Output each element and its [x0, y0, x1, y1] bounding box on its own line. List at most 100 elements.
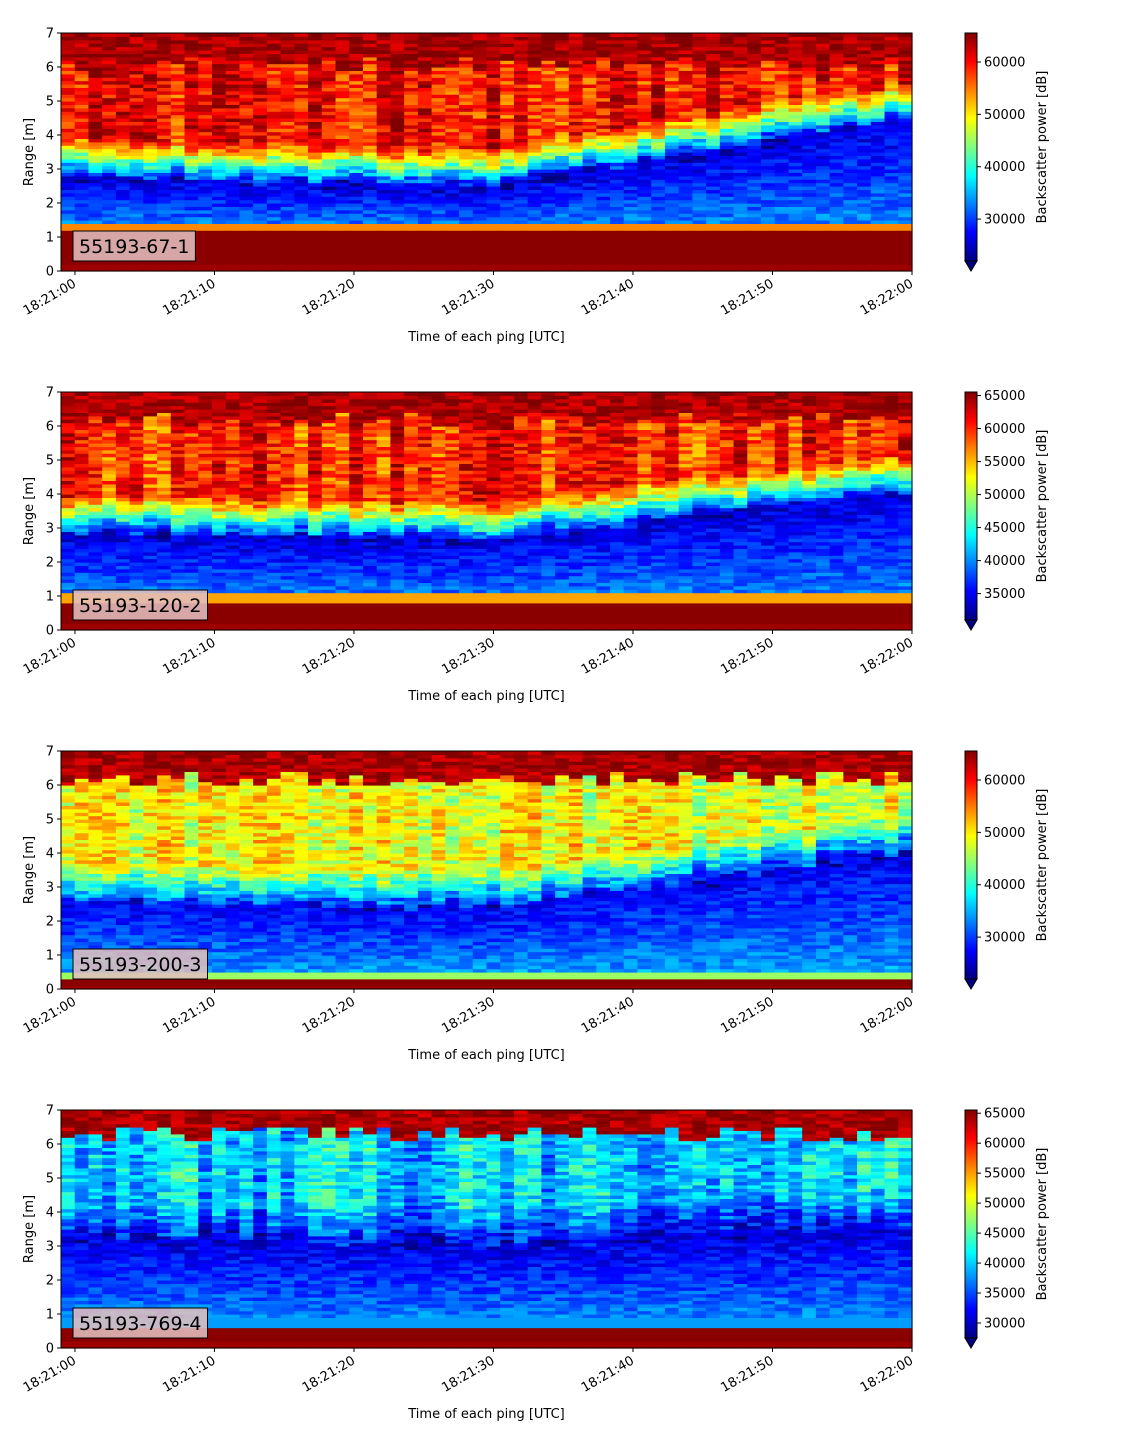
colorbar-tick-label: 60000 [984, 773, 1025, 788]
colorbar-extend-arrow [964, 260, 978, 272]
sensor-label: 55193-67-1 [79, 236, 189, 258]
x-tick-label: 18:22:00 [858, 635, 916, 677]
colorbar-tick-label: 40000 [984, 160, 1025, 175]
y-tick-label: 6 [46, 779, 54, 794]
colorbar-label: Backscatter power [dB] [1035, 71, 1050, 224]
colorbar-tick-label: 65000 [984, 389, 1025, 404]
y-tick-label: 2 [46, 556, 54, 571]
y-tick-label: 4 [46, 1206, 54, 1221]
y-tick-label: 1 [46, 949, 54, 964]
y-tick-label: 0 [46, 1342, 54, 1357]
y-tick-label: 7 [46, 27, 54, 42]
y-tick-label: 1 [46, 590, 54, 605]
y-axis-label: Range [m] [22, 836, 37, 904]
colorbar-tick-label: 55000 [984, 1167, 1025, 1182]
y-tick-label: 7 [46, 1104, 54, 1119]
y-tick-label: 3 [46, 522, 54, 537]
colorbar-tick-label: 65000 [984, 1107, 1025, 1122]
y-axis-label: Range [m] [22, 477, 37, 545]
colorbar-tick-label: 50000 [984, 108, 1025, 123]
sensor-label: 55193-200-3 [79, 954, 202, 976]
y-axis-label: Range [m] [22, 1195, 37, 1263]
sensor-label-box [72, 230, 196, 262]
sensor-label: 55193-769-4 [79, 1313, 202, 1335]
colorbar-label: Backscatter power [dB] [1035, 1148, 1050, 1301]
colorbar-tick-label: 40000 [984, 554, 1025, 569]
y-tick-label: 2 [46, 915, 54, 930]
colorbar-tick-label: 35000 [984, 1287, 1025, 1302]
y-tick-label: 5 [46, 813, 54, 828]
x-tick-label: 18:21:30 [439, 276, 497, 318]
colorbar-tick-label: 55000 [984, 455, 1025, 470]
y-tick-label: 6 [46, 61, 54, 76]
y-tick-label: 3 [46, 1240, 54, 1255]
y-tick-label: 4 [46, 847, 54, 862]
colorbar-tick-label: 50000 [984, 488, 1025, 503]
colorbar-tick-label: 35000 [984, 587, 1025, 602]
x-tick-label: 18:21:00 [21, 1353, 79, 1395]
colorbar-tick-label: 45000 [984, 1227, 1025, 1242]
x-tick-label: 18:21:50 [718, 635, 776, 677]
x-tick-label: 18:21:40 [579, 1353, 637, 1395]
y-tick-label: 4 [46, 488, 54, 503]
colorbar-tick-label: 30000 [984, 1317, 1025, 1332]
colorbar-tick-label: 30000 [984, 213, 1025, 228]
y-tick-label: 0 [46, 624, 54, 639]
y-tick-label: 2 [46, 197, 54, 212]
panel-2: 0 1 2 3 4 5 6 7 18:21:00 18:21:10 18:21:20 18:21:30… [21, 386, 1050, 705]
x-tick-label: 18:22:00 [858, 994, 916, 1036]
axes-frame [60, 1109, 913, 1349]
colorbar-tick-label: 60000 [984, 422, 1025, 437]
x-tick-label: 18:21:00 [21, 276, 79, 318]
colorbar-extend-arrow [964, 1337, 978, 1349]
y-tick-label: 7 [46, 745, 54, 760]
y-tick-label: 5 [46, 1172, 54, 1187]
sensor-label-box [72, 589, 208, 621]
y-tick-label: 5 [46, 95, 54, 110]
colorbar-tick-label: 40000 [984, 878, 1025, 893]
y-tick-label: 6 [46, 420, 54, 435]
x-tick-label: 18:21:50 [718, 1353, 776, 1395]
colorbar-tick-label: 45000 [984, 521, 1025, 536]
x-tick-label: 18:22:00 [858, 1353, 916, 1395]
x-tick-label: 18:21:20 [300, 276, 358, 318]
y-tick-label: 2 [46, 1274, 54, 1289]
y-axis-label: Range [m] [22, 118, 37, 186]
colorbar-tick-label: 60000 [984, 55, 1025, 70]
x-tick-label: 18:21:20 [300, 1353, 358, 1395]
x-tick-label: 18:21:40 [579, 276, 637, 318]
axes-frame [60, 391, 913, 631]
x-tick-label: 18:21:50 [718, 994, 776, 1036]
x-tick-label: 18:21:40 [579, 635, 637, 677]
panel-3: 0 1 2 3 4 5 6 7 18:21:00 18:21:10 18:21:20 18:21:30… [21, 745, 1050, 1064]
x-tick-label: 18:21:10 [160, 994, 218, 1036]
heatmap-1 [61, 33, 913, 272]
x-tick-label: 18:21:30 [439, 994, 497, 1036]
y-tick-label: 4 [46, 129, 54, 144]
colorbar [964, 32, 978, 262]
y-tick-label: 6 [46, 1138, 54, 1153]
x-tick-label: 18:21:30 [439, 1353, 497, 1395]
colorbar [964, 750, 978, 980]
y-tick-label: 0 [46, 265, 54, 280]
colorbar-tick-label: 40000 [984, 1257, 1025, 1272]
panel-1: 0 1 2 3 4 5 6 7 18:21:00 18:21:10 18:21:20 18:21:30… [21, 27, 1050, 346]
y-tick-label: 1 [46, 1308, 54, 1323]
colorbar-tick-label: 50000 [984, 1197, 1025, 1212]
x-tick-label: 18:21:10 [160, 635, 218, 677]
colorbar-tick-label: 50000 [984, 826, 1025, 841]
colorbar-label: Backscatter power [dB] [1035, 430, 1050, 583]
y-tick-label: 5 [46, 454, 54, 469]
colorbar-tick-label: 60000 [984, 1137, 1025, 1152]
sensor-label: 55193-120-2 [79, 595, 202, 617]
y-tick-label: 7 [46, 386, 54, 401]
x-axis-label: Time of each ping [UTC] [407, 330, 565, 345]
x-tick-label: 18:21:10 [160, 276, 218, 318]
colorbar-extend-arrow [964, 619, 978, 631]
panel-4: 0 1 2 3 4 5 6 7 18:21:00 18:21:10 18:21:20 18:21:30… [21, 1104, 1050, 1423]
y-tick-label: 3 [46, 881, 54, 896]
x-tick-label: 18:21:40 [579, 994, 637, 1036]
sensor-label-box [72, 1307, 208, 1339]
x-tick-label: 18:21:20 [300, 635, 358, 677]
